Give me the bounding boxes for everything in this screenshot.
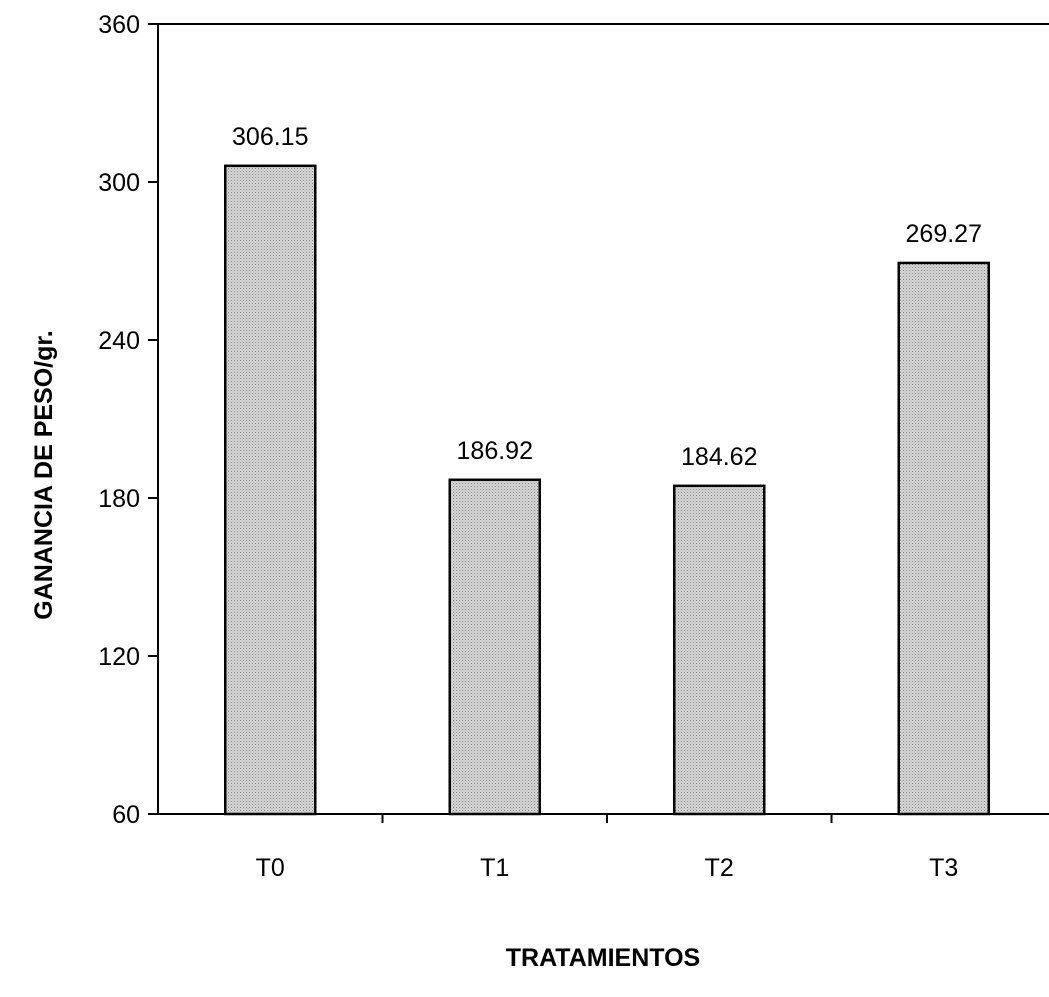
- bar: [897, 261, 990, 816]
- bars: [224, 164, 990, 816]
- bar-value-label: 184.62: [681, 443, 757, 471]
- bar: [673, 484, 766, 816]
- y-tick-label: 60: [112, 801, 140, 829]
- value-labels: 306.15 186.92 184.62 269.27: [232, 123, 982, 471]
- bar: [224, 164, 317, 816]
- y-tick-label: 360: [98, 11, 140, 39]
- y-axis-title: GANANCIA DE PESO/gr.: [30, 330, 58, 619]
- y-tick-label: 240: [98, 327, 140, 355]
- y-tick-label: 300: [98, 169, 140, 197]
- bar-value-label: 306.15: [232, 123, 308, 151]
- x-tick-label: T3: [929, 854, 958, 882]
- bar-value-label: 269.27: [906, 220, 982, 248]
- x-axis-title: TRATAMIENTOS: [506, 944, 700, 972]
- bar-value-label: 186.92: [457, 437, 533, 465]
- x-tick-label: T1: [480, 854, 509, 882]
- x-tick-label: T0: [256, 854, 285, 882]
- x-tick-label: T2: [705, 854, 734, 882]
- y-axis-ticks: 60 120 180 240 300 360: [98, 11, 158, 829]
- x-axis-ticks: T0 T1 T2 T3: [256, 814, 958, 882]
- y-tick-label: 120: [98, 643, 140, 671]
- bar: [448, 478, 541, 816]
- y-tick-label: 180: [98, 485, 140, 513]
